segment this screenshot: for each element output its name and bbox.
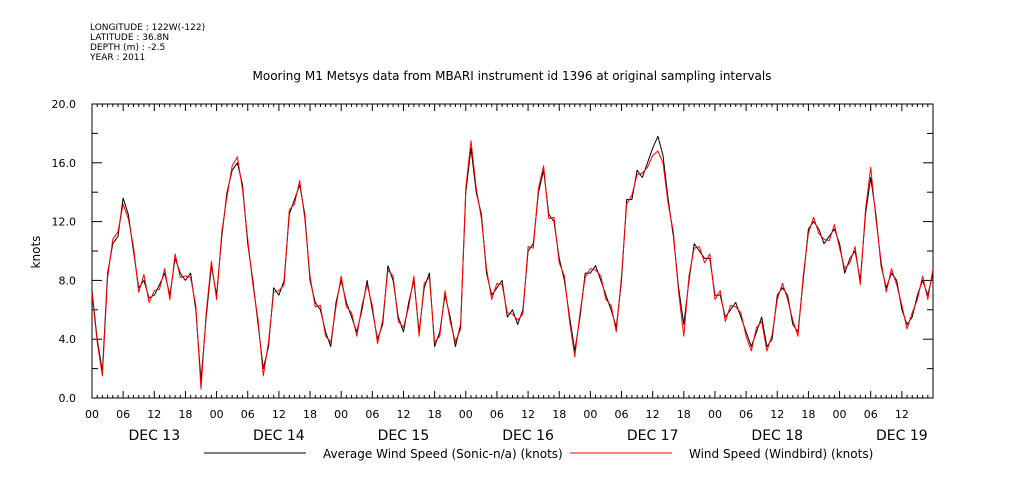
- x-tick-label: 12: [521, 408, 535, 421]
- x-tick-label: 18: [801, 408, 815, 421]
- legend-label-windbird: Wind Speed (Windbird) (knots): [689, 447, 873, 461]
- series-line-average-wind: [91, 135, 934, 381]
- x-tick-label: 12: [646, 408, 660, 421]
- x-tick-label: 06: [365, 408, 379, 421]
- y-tick-label: 16.0: [52, 157, 77, 170]
- x-tick-label: 18: [178, 408, 192, 421]
- series-layer: [91, 135, 934, 390]
- latitude-text: LATITUDE : 36.8N: [90, 33, 169, 43]
- x-tick-label: 00: [583, 408, 597, 421]
- y-axis-label: knots: [29, 236, 43, 269]
- plot-frame: [91, 103, 934, 399]
- day-label: DEC 14: [253, 428, 305, 444]
- day-label: DEC 18: [751, 428, 803, 444]
- x-tick-label: 18: [677, 408, 691, 421]
- x-tick-label: 06: [116, 408, 130, 421]
- day-label: DEC 16: [502, 428, 554, 444]
- y-tick-label: 20.0: [52, 98, 77, 111]
- legend-label-average-wind: Average Wind Speed (Sonic-n/a) (knots): [323, 447, 563, 461]
- y-tick-label: 0.0: [59, 392, 77, 405]
- x-tick-label: 12: [895, 408, 909, 421]
- x-tick-label: 00: [833, 408, 847, 421]
- y-tick-label: 8.0: [59, 274, 77, 287]
- x-tick-label: 18: [552, 408, 566, 421]
- day-label: DEC 17: [627, 428, 679, 444]
- x-tick-label: 12: [396, 408, 410, 421]
- y-tick-label: 4.0: [59, 333, 77, 346]
- x-tick-label: 18: [303, 408, 317, 421]
- depth-text: DEPTH (m) : -2.5: [90, 43, 165, 53]
- x-tick-label: 06: [615, 408, 629, 421]
- day-label: DEC 15: [378, 428, 430, 444]
- x-tick-label: 12: [770, 408, 784, 421]
- x-tick-label: 06: [241, 408, 255, 421]
- day-label: DEC 19: [876, 428, 928, 444]
- day-label: DEC 13: [128, 428, 180, 444]
- x-tick-label: 00: [334, 408, 348, 421]
- x-tick-label: 06: [739, 408, 753, 421]
- labels-layer: 00 06 12 18 00 06 12 18 00 06 12 18 00 06 12 18 00 06 12 18…: [52, 98, 928, 444]
- x-tick-label: 00: [459, 408, 473, 421]
- x-tick-label: 00: [708, 408, 722, 421]
- legend: Average Wind Speed (Sonic-n/a) (knots) W…: [204, 447, 873, 461]
- x-tick-label: 12: [272, 408, 286, 421]
- x-tick-label: 18: [428, 408, 442, 421]
- year-text: YEAR : 2011: [89, 53, 145, 63]
- x-tick-label: 06: [864, 408, 878, 421]
- x-tick-label: 12: [147, 408, 161, 421]
- x-tick-label: 00: [210, 408, 224, 421]
- chart-title: Mooring M1 Metsys data from MBARI instru…: [253, 69, 772, 83]
- ticks-layer: [91, 103, 934, 399]
- y-tick-label: 12.0: [52, 216, 77, 229]
- x-tick-label: 00: [85, 408, 99, 421]
- longitude-text: LONGITUDE : 122W(-122): [90, 23, 205, 33]
- series-line-windbird: [91, 140, 934, 390]
- x-tick-label: 06: [490, 408, 504, 421]
